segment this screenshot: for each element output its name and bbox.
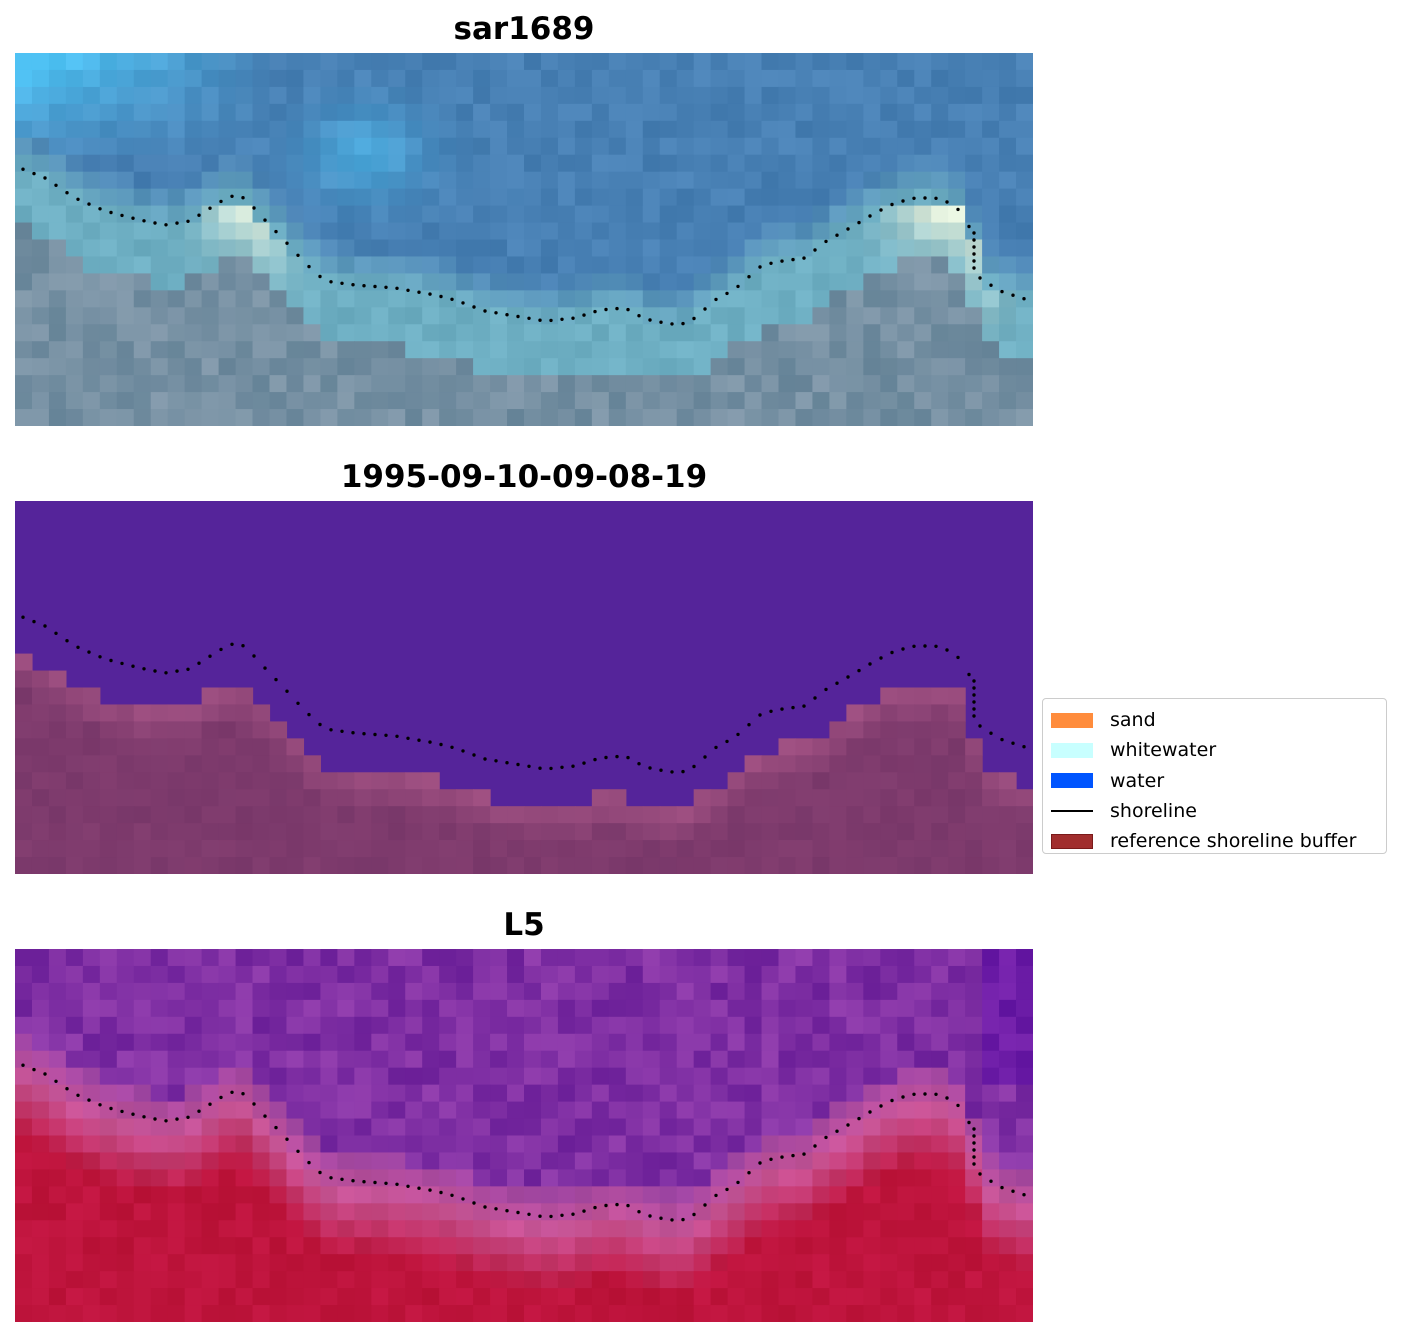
index-image-panel — [15, 949, 1033, 1322]
index-image — [15, 949, 1033, 1322]
legend-label-reference-buffer: reference shoreline buffer — [1110, 830, 1357, 853]
classified-image — [15, 501, 1033, 874]
classified-image-panel — [15, 501, 1033, 874]
legend: sand whitewater water shoreline referenc… — [1042, 698, 1387, 854]
legend-item-water: water — [1051, 766, 1378, 796]
shoreline-classified — [21, 615, 1026, 774]
legend-item-whitewater: whitewater — [1051, 735, 1378, 765]
rgb-image-panel — [15, 53, 1033, 426]
legend-swatch-reference-buffer — [1051, 833, 1093, 849]
legend-label-water: water — [1110, 769, 1165, 792]
shoreline-index — [21, 1063, 1026, 1222]
legend-label-whitewater: whitewater — [1110, 739, 1217, 762]
rgb-image — [15, 53, 1033, 426]
legend-item-reference-buffer: reference shoreline buffer — [1051, 826, 1378, 856]
legend-swatch-water — [1051, 773, 1093, 789]
legend-label-shoreline: shoreline — [1110, 800, 1197, 823]
legend-swatch-sand — [1051, 712, 1093, 728]
panel-title-classified: 1995-09-10-09-08-19 — [340, 459, 708, 495]
legend-line-shoreline — [1051, 810, 1093, 813]
legend-item-sand: sand — [1051, 705, 1378, 735]
panel-title-index: L5 — [503, 907, 545, 943]
panel-title-rgb: sar1689 — [453, 11, 595, 47]
legend-swatch-whitewater — [1051, 742, 1093, 758]
legend-item-shoreline: shoreline — [1051, 796, 1378, 826]
shoreline-rgb — [21, 167, 1026, 326]
legend-label-sand: sand — [1110, 709, 1156, 732]
